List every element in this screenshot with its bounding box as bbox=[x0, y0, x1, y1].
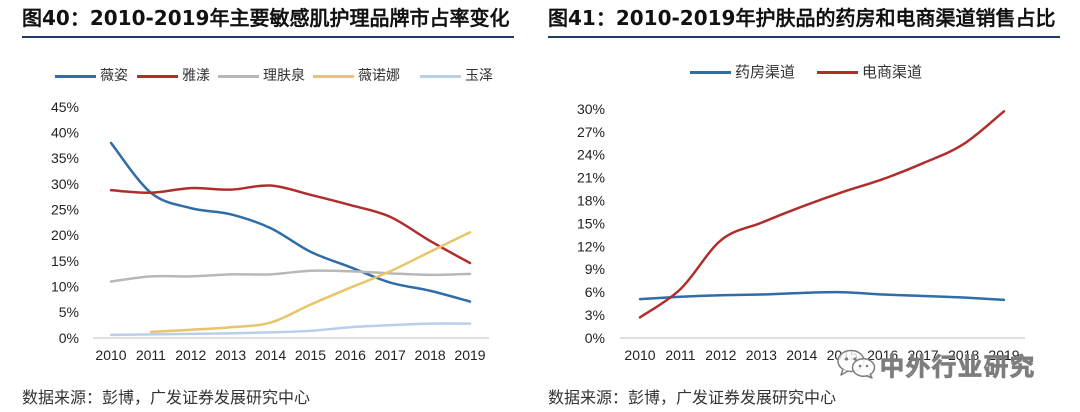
x-tick-label: 2012 bbox=[175, 347, 206, 363]
x-tick-label: 2016 bbox=[335, 347, 366, 363]
plot-area-brand-share: 0% 5% 10% 15% 20% 25% 30% 35% 40% 45% 2010 2011 2012… bbox=[51, 99, 489, 363]
y-tick-label: 0% bbox=[59, 330, 79, 346]
legend-label: 薇姿 bbox=[100, 68, 128, 84]
legend-swatch bbox=[817, 70, 858, 74]
chart-title: 图41：2010-2019年护肤品的药房和电商渠道销售占比 bbox=[548, 6, 1056, 30]
y-tick-label: 30% bbox=[51, 176, 79, 192]
legend-swatch bbox=[420, 74, 461, 78]
series-line-5 bbox=[109, 322, 472, 337]
series-line-2 bbox=[638, 110, 1006, 319]
x-tick-label: 2016 bbox=[867, 347, 898, 363]
legend-swatch bbox=[690, 70, 731, 74]
watermark: 中外行业研究 bbox=[836, 348, 1036, 381]
x-tick-label: 2018 bbox=[948, 347, 979, 363]
y-tick-label: 18% bbox=[577, 193, 605, 209]
series-line-1 bbox=[638, 290, 1006, 302]
chart-panel-channel-share: 图41：2010-2019年护肤品的药房和电商渠道销售占比 药房渠道 电商渠道 … bbox=[548, 0, 1060, 412]
chart-title: 图40：2010-2019年主要敏感肌护理品牌市占率变化 bbox=[22, 6, 510, 30]
x-tick-label: 2013 bbox=[746, 347, 777, 363]
y-tick-label: 10% bbox=[51, 279, 79, 295]
y-tick-label: 15% bbox=[577, 215, 605, 231]
x-tick-label: 2015 bbox=[295, 347, 326, 363]
y-tick-label: 9% bbox=[585, 261, 605, 277]
x-tick-label: 2010 bbox=[624, 347, 655, 363]
y-tick-label: 20% bbox=[51, 227, 79, 243]
series-line-4 bbox=[149, 231, 472, 334]
legend-item: 薇诺娜 bbox=[313, 66, 400, 86]
y-tick-label: 15% bbox=[51, 253, 79, 269]
title-divider bbox=[548, 36, 1060, 38]
y-tick-label: 24% bbox=[577, 147, 605, 163]
chart-panel-brand-share: 图40：2010-2019年主要敏感肌护理品牌市占率变化 薇姿 雅漾 理肤泉 薇… bbox=[22, 0, 514, 412]
legend-swatch bbox=[137, 74, 178, 78]
legend-item: 玉泽 bbox=[420, 66, 493, 86]
y-tick-label: 27% bbox=[577, 124, 605, 140]
x-tick-label: 2014 bbox=[786, 347, 817, 363]
legend-label: 玉泽 bbox=[465, 68, 493, 84]
y-tick-label: 21% bbox=[577, 170, 605, 186]
legend-item: 电商渠道 bbox=[817, 62, 922, 82]
x-tick-label: 2019 bbox=[988, 347, 1019, 363]
legend-label: 电商渠道 bbox=[862, 63, 923, 81]
x-tick-label: 2011 bbox=[665, 347, 695, 363]
plot-area-channel-share: 0% 3% 6% 9% 12% 15% 18% 21% 24% 27% 30% 2010 2011 201… bbox=[577, 101, 1025, 363]
y-tick-label: 5% bbox=[59, 304, 79, 320]
legend-item: 理肤泉 bbox=[218, 66, 305, 86]
chart-source: 数据来源：彭博，广发证券发展研究中心 bbox=[22, 388, 311, 407]
x-tick-label: 2017 bbox=[908, 347, 939, 363]
y-tick-label: 6% bbox=[585, 284, 605, 300]
legend-item: 薇姿 bbox=[55, 66, 128, 86]
y-tick-label: 0% bbox=[585, 330, 605, 346]
series-line-3 bbox=[109, 269, 472, 283]
x-tick-label: 2018 bbox=[415, 347, 446, 363]
wechat-icon bbox=[836, 349, 878, 379]
y-tick-label: 45% bbox=[51, 99, 79, 115]
legend-item: 药房渠道 bbox=[690, 62, 795, 82]
legend-label: 薇诺娜 bbox=[358, 68, 400, 84]
y-tick-label: 25% bbox=[51, 202, 79, 218]
legend-label: 雅漾 bbox=[182, 68, 210, 84]
title-divider bbox=[22, 36, 514, 38]
y-tick-label: 40% bbox=[51, 125, 79, 141]
watermark-text: 中外行业研究 bbox=[880, 352, 1036, 381]
y-tick-label: 30% bbox=[577, 101, 605, 117]
legend-swatch bbox=[218, 74, 259, 78]
legend-swatch bbox=[313, 74, 354, 78]
legend-swatch bbox=[55, 74, 96, 78]
x-tick-label: 2017 bbox=[375, 347, 406, 363]
legend-item: 雅漾 bbox=[137, 66, 210, 86]
x-tick-label: 2012 bbox=[705, 347, 736, 363]
series-line-1 bbox=[109, 141, 472, 303]
x-tick-label: 2010 bbox=[95, 347, 126, 363]
legend-label: 药房渠道 bbox=[735, 63, 796, 81]
chart-source: 数据来源：彭博，广发证券发展研究中心 bbox=[548, 388, 837, 407]
series-line-2 bbox=[109, 184, 472, 265]
y-tick-label: 12% bbox=[577, 238, 605, 254]
x-tick-label: 2019 bbox=[454, 347, 485, 363]
x-tick-label: 2014 bbox=[255, 347, 286, 363]
x-tick-label: 2011 bbox=[136, 347, 166, 363]
y-tick-label: 35% bbox=[51, 150, 79, 166]
legend-label: 理肤泉 bbox=[263, 68, 305, 84]
x-tick-label: 2013 bbox=[215, 347, 246, 363]
y-tick-label: 3% bbox=[585, 307, 605, 323]
